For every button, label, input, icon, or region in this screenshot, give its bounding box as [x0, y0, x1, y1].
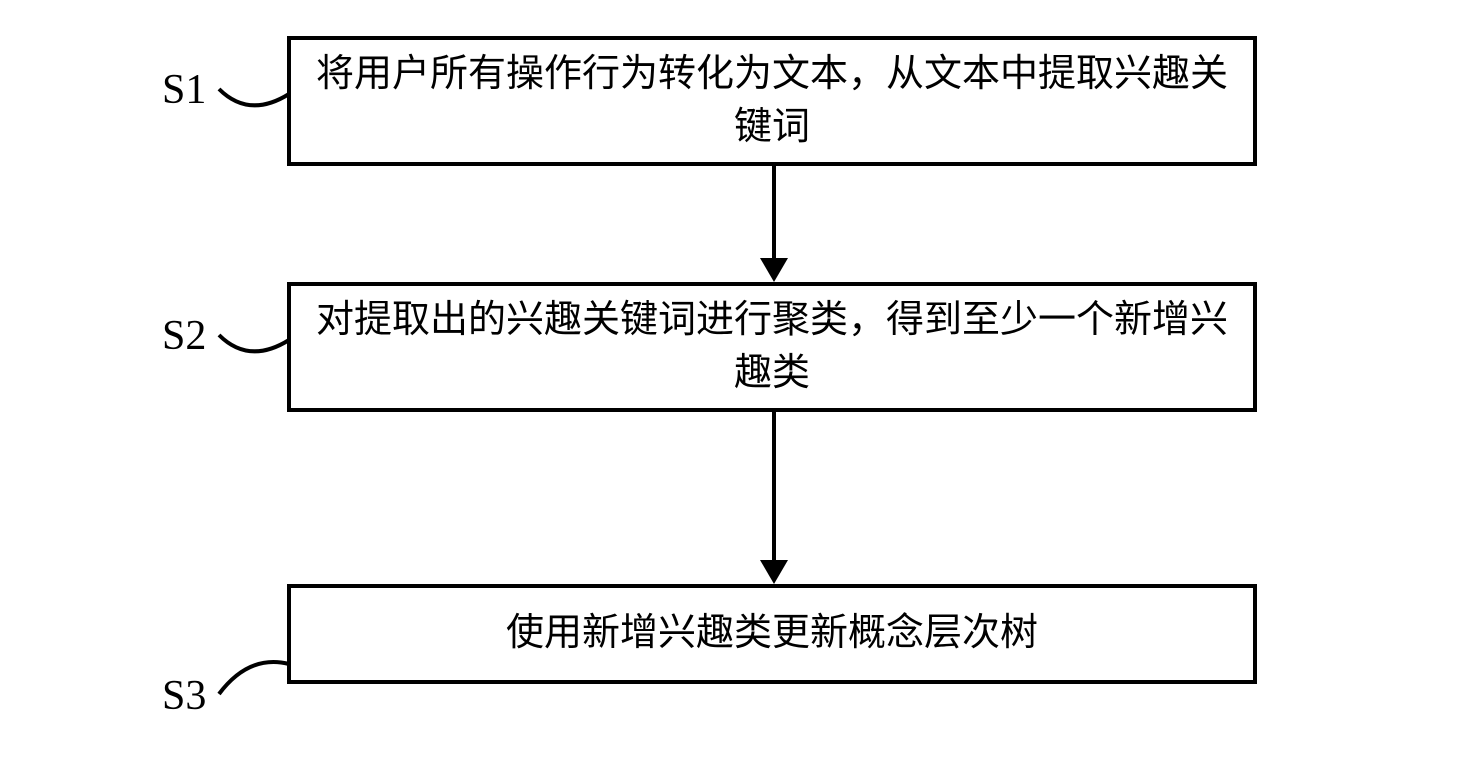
arrow-head-1	[760, 258, 788, 282]
step-box-s2: 对提取出的兴趣关键词进行聚类，得到至少一个新增兴趣类	[287, 282, 1257, 412]
label-text-s2: S2	[162, 313, 206, 359]
label-text-s1: S1	[162, 67, 206, 113]
connector-s2	[214, 310, 294, 370]
step-label-s1: S1	[162, 66, 206, 114]
arrow-line-1	[772, 166, 776, 258]
step-label-s2: S2	[162, 312, 206, 360]
arrow-head-2	[760, 560, 788, 584]
step-box-s1: 将用户所有操作行为转化为文本，从文本中提取兴趣关键词	[287, 36, 1257, 166]
step-text-s3: 使用新增兴趣类更新概念层次树	[506, 607, 1038, 660]
step-text-s2: 对提取出的兴趣关键词进行聚类，得到至少一个新增兴趣类	[311, 294, 1233, 400]
label-text-s3: S3	[162, 673, 206, 719]
arrow-line-2	[772, 412, 776, 560]
flowchart-container: S1 将用户所有操作行为转化为文本，从文本中提取兴趣关键词 S2 对提取出的兴趣…	[132, 24, 1332, 744]
connector-s1	[214, 64, 294, 124]
step-box-s3: 使用新增兴趣类更新概念层次树	[287, 584, 1257, 684]
step-text-s1: 将用户所有操作行为转化为文本，从文本中提取兴趣关键词	[311, 48, 1233, 154]
connector-s3	[214, 644, 294, 704]
step-label-s3: S3	[162, 672, 206, 720]
